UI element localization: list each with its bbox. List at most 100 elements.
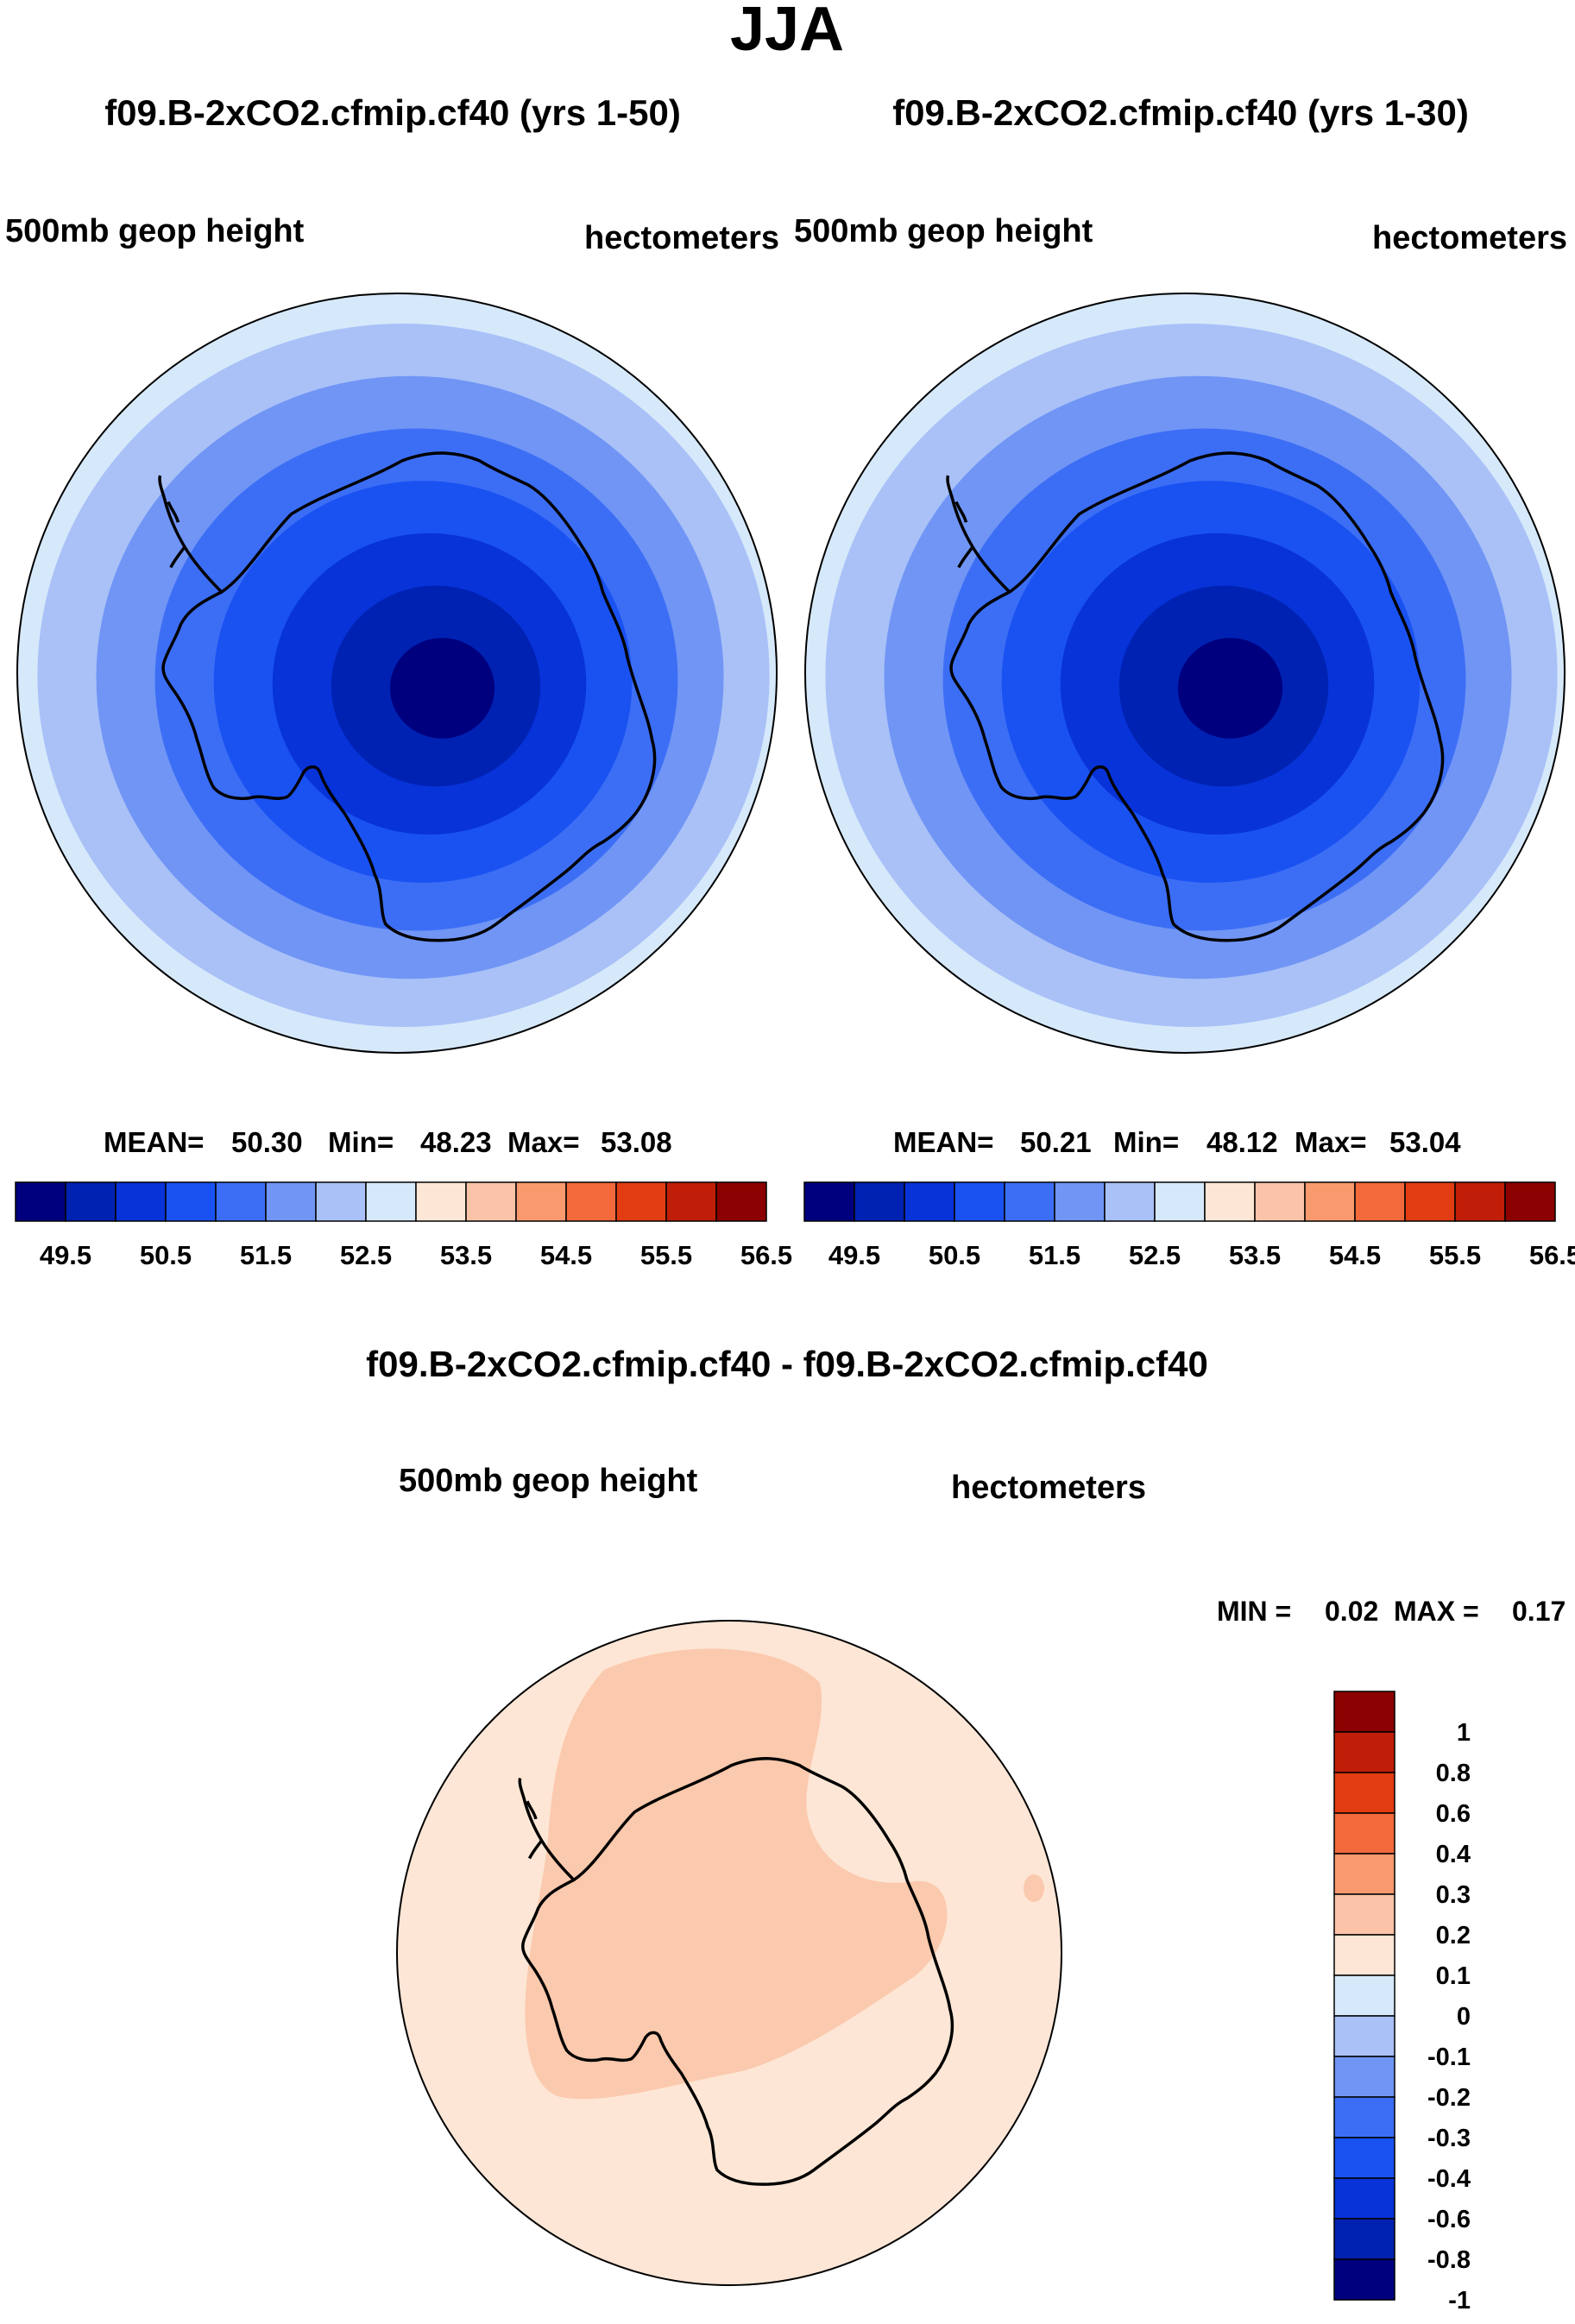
colorbar-left-swatch-2 — [115, 1181, 167, 1222]
panel-left-min-label: Min= — [328, 1126, 394, 1158]
colorbar-difference-swatch-13 — [1333, 2218, 1395, 2260]
colorbar-left-swatch-6 — [315, 1181, 367, 1222]
difference-min-value: 0.02 — [1325, 1596, 1378, 1627]
colorbar-difference-tick-label: 0.6 — [1436, 1800, 1471, 1828]
colorbar-difference-swatch-11 — [1333, 2137, 1395, 2179]
map-difference-band-1 — [525, 1648, 948, 2100]
panel-left-mean-label: MEAN= — [104, 1126, 204, 1158]
map-right-field — [805, 293, 1565, 1053]
colorbar-right-tick-label: 56.5 — [1529, 1240, 1575, 1270]
colorbar-right-swatch-1 — [854, 1181, 905, 1222]
panel-left-units-label: hectometers — [584, 220, 779, 256]
map-left-map-border — [16, 293, 778, 1054]
map-difference-field — [397, 1621, 1062, 2285]
colorbar-difference-tick-label: -0.3 — [1427, 2125, 1471, 2152]
panel-left-variable-label: 500mb geop height — [5, 213, 305, 249]
difference-variable-label: 500mb geop height — [399, 1463, 698, 1499]
colorbar-right-tick-label: 51.5 — [1029, 1240, 1080, 1270]
difference-min-label: MIN = — [1217, 1596, 1291, 1627]
colorbar-left-swatch-4 — [215, 1181, 267, 1222]
colorbar-difference-tick-label: 1 — [1457, 1719, 1471, 1747]
difference-title: f09.B-2xCO2.cfmip.cf40 - f09.B-2xCO2.cfm… — [366, 1344, 1208, 1384]
colorbar-right-tick-label: 50.5 — [929, 1240, 980, 1270]
colorbar-difference-swatch-14 — [1333, 2258, 1395, 2301]
map-left-band-0 — [389, 638, 495, 739]
colorbar-difference-tick-label: -1 — [1448, 2287, 1471, 2315]
colorbar-right-swatch-13 — [1454, 1181, 1506, 1222]
colorbar-right-tick-label: 53.5 — [1229, 1240, 1281, 1270]
colorbar-difference-swatch-1 — [1333, 1731, 1395, 1773]
difference-units-label: hectometers — [951, 1470, 1146, 1506]
map-difference-border — [396, 1620, 1062, 2286]
colorbar-difference-tick-label: -0.6 — [1427, 2206, 1471, 2233]
colorbar-left-tick-label: 50.5 — [140, 1240, 192, 1270]
colorbar-difference-swatch-0 — [1333, 1691, 1395, 1733]
panel-right-max-value: 53.04 — [1389, 1126, 1461, 1158]
map-right-map-border — [804, 293, 1566, 1054]
panel-right-mean-label: MEAN= — [893, 1126, 993, 1158]
panel-left-max-label: Max= — [507, 1126, 579, 1158]
colorbar-right-swatch-9 — [1254, 1181, 1306, 1222]
map-right-band-0 — [1177, 638, 1283, 739]
colorbar-right-swatch-10 — [1304, 1181, 1356, 1222]
map-difference — [396, 1620, 1062, 2286]
colorbar-left-tick-label: 49.5 — [40, 1240, 91, 1270]
panel-right-units-label: hectometers — [1372, 220, 1567, 256]
panel-right-min-label: Min= — [1113, 1126, 1179, 1158]
colorbar-difference-tick-label: -0.8 — [1427, 2246, 1471, 2274]
colorbar-right-swatch-2 — [904, 1181, 955, 1222]
panel-left-max-value: 53.08 — [601, 1126, 672, 1158]
panel-left: f09.B-2xCO2.cfmip.cf40 (yrs 1-50) 500mb … — [5, 92, 792, 1270]
colorbar-left-tick-label: 54.5 — [540, 1240, 592, 1270]
colorbar-difference-swatch-8 — [1333, 2015, 1395, 2057]
colorbar-left-tick-label: 55.5 — [640, 1240, 692, 1270]
panel-left-colorbar: 49.5 50.5 51.5 52.5 53.5 54.5 55.5 56.5 — [15, 1181, 792, 1270]
colorbar-left-swatch-8 — [415, 1181, 467, 1222]
panel-left-mean-value: 50.30 — [231, 1126, 303, 1158]
colorbar-right-tick-label: 55.5 — [1429, 1240, 1481, 1270]
colorbar-right-swatch-0 — [803, 1181, 855, 1222]
panel-left-stats: MEAN= 50.30 Min= 48.23 Max= 53.08 — [104, 1126, 672, 1158]
colorbar-difference-swatch-12 — [1333, 2177, 1395, 2220]
colorbar-left-swatch-1 — [65, 1181, 117, 1222]
panel-left-title: f09.B-2xCO2.cfmip.cf40 (yrs 1-50) — [104, 92, 681, 133]
colorbar-left-tick-label: 51.5 — [240, 1240, 292, 1270]
colorbar-difference-tick-label: -0.1 — [1427, 2044, 1471, 2071]
map-difference-band-1-spot — [1024, 1874, 1044, 1902]
colorbar-difference-swatch-5 — [1333, 1893, 1395, 1936]
panel-right-mean-value: 50.21 — [1020, 1126, 1092, 1158]
panel-right-title: f09.B-2xCO2.cfmip.cf40 (yrs 1-30) — [892, 92, 1469, 133]
difference-stats: MIN = 0.02 MAX = 0.17 — [1217, 1596, 1566, 1627]
colorbar-left-swatch-0 — [15, 1181, 66, 1222]
colorbar-right-swatch-3 — [954, 1181, 1005, 1222]
panel-right-min-value: 48.12 — [1206, 1126, 1278, 1158]
colorbar-right-tick-label: 54.5 — [1329, 1240, 1381, 1270]
colorbar-left-swatch-13 — [665, 1181, 717, 1222]
colorbar-right-swatch-14 — [1504, 1181, 1556, 1222]
colorbar-left-tick-label: 52.5 — [340, 1240, 392, 1270]
colorbar-left-tick-label: 56.5 — [740, 1240, 792, 1270]
colorbar-difference-tick-label: 0.8 — [1436, 1760, 1471, 1787]
difference-max-label: MAX = — [1394, 1596, 1479, 1627]
page-title: JJA — [730, 0, 844, 64]
colorbar-difference-tick-label: 0 — [1457, 2003, 1471, 2031]
colorbar-right-swatch-5 — [1054, 1181, 1106, 1222]
colorbar-difference-swatch-2 — [1333, 1772, 1395, 1814]
difference-max-value: 0.17 — [1512, 1596, 1566, 1627]
colorbar-left-swatch-7 — [365, 1181, 417, 1222]
colorbar-left-swatch-11 — [565, 1181, 617, 1222]
colorbar-left-swatch-14 — [715, 1181, 767, 1222]
colorbar-difference-tick-label: 0.4 — [1436, 1841, 1471, 1868]
panel-left-min-value: 48.23 — [420, 1126, 492, 1158]
map-left-field — [17, 293, 777, 1053]
colorbar-difference-swatch-10 — [1333, 2096, 1395, 2138]
panel-right-colorbar: 49.5 50.5 51.5 52.5 53.5 54.5 55.5 56.5 — [803, 1181, 1575, 1270]
map-left — [16, 293, 778, 1054]
title-layer: JJA — [730, 0, 844, 64]
colorbar-left-swatch-10 — [515, 1181, 567, 1222]
colorbar-difference-tick-label: 0.1 — [1436, 1962, 1471, 1990]
colorbar-difference-tick-label: -0.4 — [1427, 2165, 1471, 2193]
colorbar-left-swatch-5 — [265, 1181, 317, 1222]
map-right — [804, 293, 1566, 1054]
